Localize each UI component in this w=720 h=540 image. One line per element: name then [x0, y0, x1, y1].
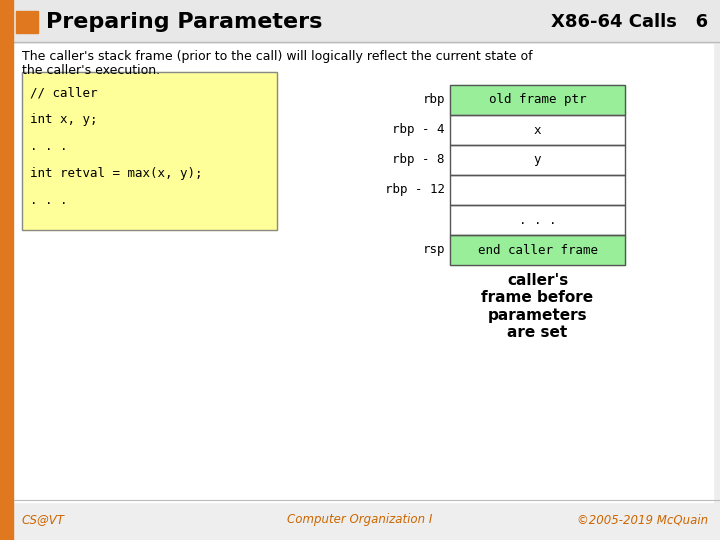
Text: X86-64 Calls   6: X86-64 Calls 6	[551, 13, 708, 31]
Text: rbp - 4: rbp - 4	[392, 124, 445, 137]
Bar	[450, 145, 625, 175]
Text: The caller's stack frame (prior to the call) will logically reflect the current : The caller's stack frame (prior to the c…	[22, 50, 533, 63]
Bar	[22, 72, 277, 230]
Text: CS@VT: CS@VT	[22, 514, 65, 526]
Text: ©2005-2019 McQuain: ©2005-2019 McQuain	[577, 514, 708, 526]
Bar	[450, 85, 625, 115]
Bar	[450, 145, 625, 175]
Text: Computer Organization I: Computer Organization I	[287, 514, 433, 526]
Text: old frame ptr: old frame ptr	[489, 93, 586, 106]
Text: the caller's execution.: the caller's execution.	[22, 64, 160, 77]
Bar	[450, 235, 625, 265]
Bar	[450, 175, 625, 205]
Text: Preparing Parameters: Preparing Parameters	[46, 12, 323, 32]
Text: end caller frame: end caller frame	[477, 244, 598, 256]
Bar	[0, 0, 720, 42]
Bar	[22, 72, 277, 230]
Text: int x, y;: int x, y;	[30, 113, 97, 126]
Bar	[13, 44, 713, 502]
Bar	[450, 85, 625, 115]
Bar	[16, 11, 38, 33]
Text: y: y	[534, 153, 541, 166]
Text: . . .: . . .	[30, 194, 68, 207]
Bar	[0, 0, 13, 540]
Text: int retval = max(x, y);: int retval = max(x, y);	[30, 167, 202, 180]
Text: // caller: // caller	[30, 86, 97, 99]
Text: rbp: rbp	[423, 93, 445, 106]
Bar	[450, 205, 625, 235]
Text: . . .: . . .	[518, 213, 557, 226]
Bar	[450, 115, 625, 145]
Bar	[450, 175, 625, 205]
Bar	[450, 115, 625, 145]
Text: caller's
frame before
parameters
are set: caller's frame before parameters are set	[482, 273, 593, 340]
Text: . . .: . . .	[30, 140, 68, 153]
Text: rsp: rsp	[423, 244, 445, 256]
Bar	[450, 205, 625, 235]
Bar	[450, 235, 625, 265]
Text: rbp - 8: rbp - 8	[392, 153, 445, 166]
Text: rbp - 12: rbp - 12	[385, 184, 445, 197]
Text: x: x	[534, 124, 541, 137]
